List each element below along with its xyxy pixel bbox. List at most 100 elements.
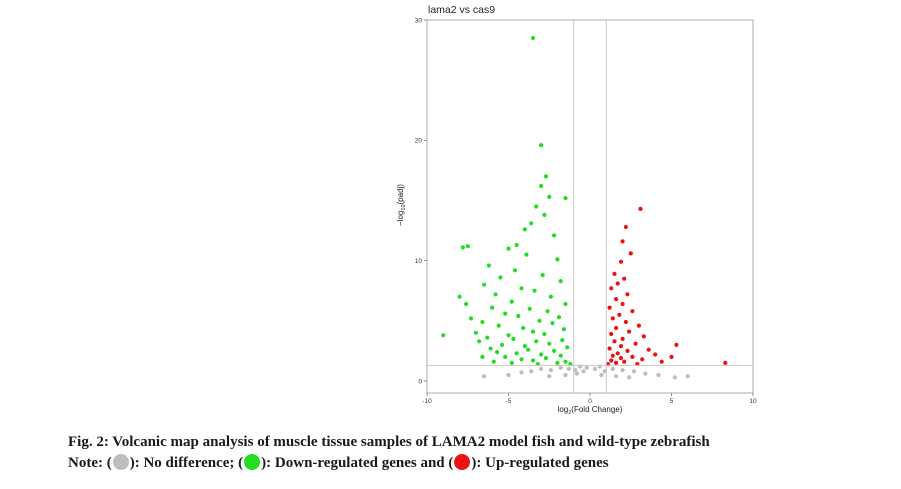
up-point	[615, 281, 620, 286]
down-point	[548, 294, 554, 299]
down-point	[539, 352, 544, 357]
no_difference-point	[566, 366, 571, 371]
down-point	[493, 292, 498, 297]
no_difference-point	[519, 370, 524, 375]
data-points	[441, 35, 728, 380]
up-point	[618, 259, 624, 264]
x-tick-label: 5	[670, 398, 674, 405]
down-point	[514, 242, 519, 248]
no_difference-point	[573, 368, 578, 373]
up-point	[646, 347, 651, 352]
up-point	[614, 325, 619, 331]
down-point	[565, 345, 570, 350]
no_difference-point	[631, 369, 637, 374]
up-point	[618, 344, 624, 349]
no_difference-point	[614, 374, 619, 379]
note-down-regulated: ): Down-regulated genes and (	[261, 455, 454, 471]
down-point	[532, 288, 537, 293]
down-point	[509, 299, 514, 304]
down-point	[550, 321, 555, 326]
down-point	[522, 344, 527, 349]
up-point	[618, 356, 624, 361]
down-point	[552, 348, 557, 353]
up-point	[610, 316, 615, 321]
figure-caption: Fig. 2: Volcanic map analysis of muscle …	[68, 432, 888, 474]
down-point	[485, 335, 490, 340]
down-point	[498, 275, 503, 280]
down-point	[537, 318, 542, 323]
down-point	[460, 245, 465, 250]
down-point	[555, 257, 560, 262]
down-point	[503, 354, 508, 359]
no_difference-point	[482, 374, 487, 379]
down-point	[542, 331, 547, 337]
x-tick-label: 10	[749, 398, 757, 405]
down-point	[530, 358, 536, 363]
down-point	[547, 341, 552, 346]
down-point	[526, 347, 531, 352]
down-point	[545, 309, 550, 314]
up-point	[640, 357, 645, 362]
down-point	[542, 212, 547, 217]
down-point	[563, 196, 568, 201]
no_difference-point	[685, 374, 690, 379]
down-point	[503, 311, 508, 316]
up-point	[612, 271, 617, 276]
down-point	[514, 351, 519, 356]
up-point	[623, 224, 629, 230]
up-point	[612, 339, 617, 344]
no_difference-point	[672, 375, 677, 380]
y-tick-label: 20	[415, 138, 423, 145]
up-point	[609, 331, 614, 337]
down-point	[561, 327, 567, 332]
down-point	[527, 306, 532, 311]
down-point	[539, 183, 544, 189]
down-point	[490, 305, 495, 310]
down-point	[441, 333, 446, 338]
no_difference-point	[563, 372, 568, 378]
down-point	[495, 350, 500, 355]
down-point	[558, 279, 563, 284]
down-point	[563, 359, 568, 364]
up-point	[620, 301, 625, 307]
down-point	[534, 339, 539, 344]
no_difference-point	[581, 369, 586, 374]
up-point	[614, 297, 619, 302]
up-point	[610, 353, 615, 358]
down-point	[563, 301, 568, 307]
down-point	[473, 330, 478, 335]
up-point	[617, 312, 622, 317]
down-point	[480, 354, 485, 359]
no_difference-point	[558, 365, 563, 370]
down-point	[555, 360, 560, 365]
up-point	[674, 342, 679, 347]
down-point	[511, 336, 516, 341]
down-point	[540, 273, 545, 278]
no_difference-point	[574, 371, 580, 376]
up-point	[609, 286, 614, 291]
no_difference-point	[547, 374, 552, 379]
down-point	[560, 338, 565, 343]
down-point	[457, 294, 462, 299]
no_difference-point	[584, 365, 589, 370]
down-point	[464, 301, 469, 307]
up-point	[625, 292, 630, 297]
note-up-regulated: ): Up-regulated genes	[471, 455, 609, 471]
down-point	[530, 35, 536, 41]
up-point	[607, 346, 612, 351]
down-point	[506, 333, 511, 338]
down-point	[496, 323, 501, 328]
up-point	[723, 360, 728, 365]
down-point	[558, 353, 563, 358]
note-no-difference: ): No difference; (	[129, 455, 244, 471]
no_difference-point	[602, 369, 607, 374]
no_difference-point	[529, 369, 534, 374]
no_difference-point	[656, 372, 661, 378]
down-point	[488, 346, 493, 351]
up-point	[614, 360, 619, 365]
up-point	[623, 319, 629, 325]
down-point	[522, 227, 527, 232]
down-point	[506, 246, 511, 251]
x-tick-label: 0	[588, 398, 592, 405]
down-point	[465, 244, 470, 249]
